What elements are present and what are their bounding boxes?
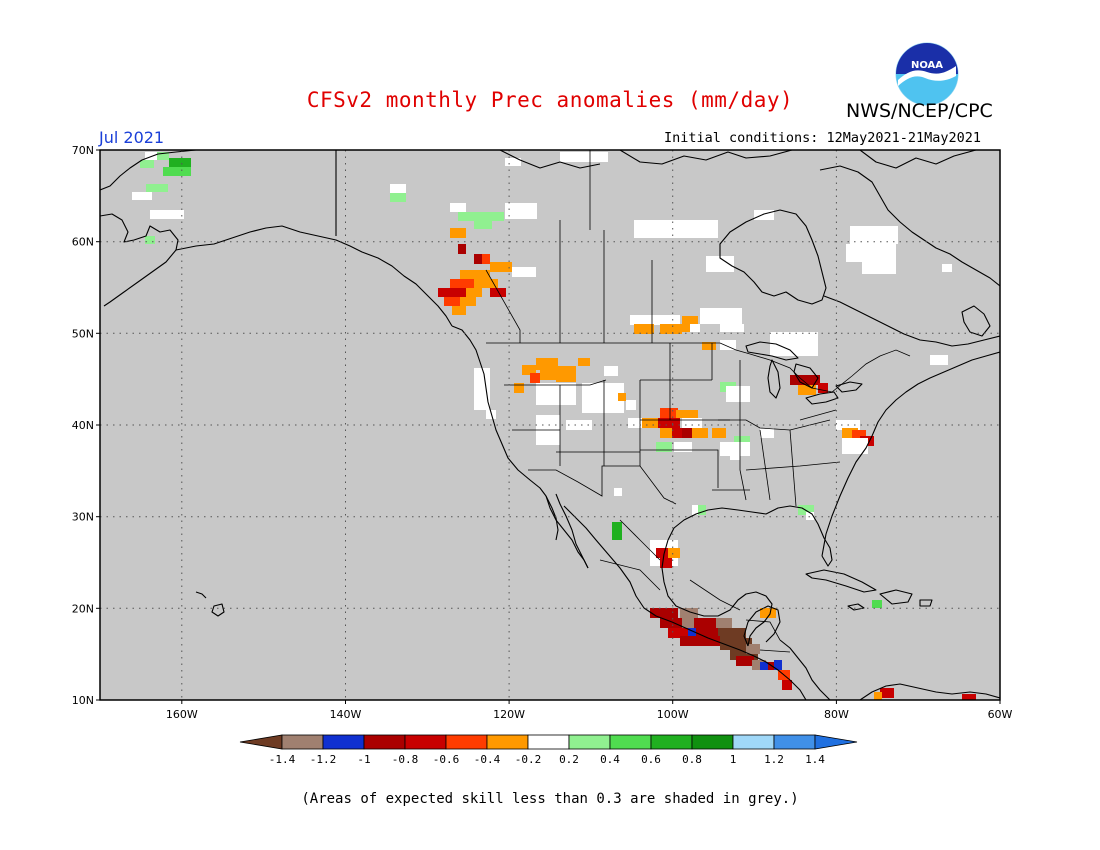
colorbar: -1.4 -1.2 -1 -0.8 -0.6 -0.4 -0.2 0.2 0.4 0.6 0.8 1 1…	[239, 734, 858, 766]
chart-title-text: CFSv2 monthly Prec anomalies (mm/day)	[306, 88, 794, 112]
colorbar-swatch	[486, 734, 529, 750]
lat-label: 40N	[72, 419, 94, 432]
political-boundaries	[485, 150, 911, 653]
colorbar-swatch	[363, 734, 406, 750]
forecast-month: Jul 2021	[99, 128, 165, 147]
colorbar-swatch	[732, 734, 775, 750]
chart-title: CFSv2 monthly Prec anomalies (mm/day)	[0, 88, 1100, 112]
lat-label: 60N	[72, 236, 94, 249]
colorbar-tick-label: -0.8	[392, 753, 419, 766]
lat-label: 20N	[72, 602, 94, 615]
colorbar-swatch	[527, 734, 570, 750]
colorbar-tick-label: 1	[730, 753, 737, 766]
lat-lon-grid	[100, 150, 1000, 700]
colorbar-tick-label: -0.2	[515, 753, 542, 766]
colorbar-tick-label: 0.8	[682, 753, 702, 766]
colorbar-swatch	[281, 734, 324, 750]
coastlines	[100, 150, 1000, 700]
colorbar-arrow-left	[239, 734, 283, 750]
logo-text: NOAA	[911, 60, 943, 71]
lat-label: 10N	[72, 694, 94, 707]
colorbar-swatch	[650, 734, 693, 750]
lon-label: 140W	[330, 708, 362, 721]
colorbar-tick-label: 1.2	[764, 753, 784, 766]
colorbar-tick-label: 0.4	[600, 753, 620, 766]
colorbar-tick-label: 0.2	[559, 753, 579, 766]
lon-label: 160W	[166, 708, 198, 721]
colorbar-tick-label: 0.6	[641, 753, 661, 766]
agency-label: NWS/NCEP/CPC	[846, 100, 993, 122]
colorbar-swatch	[404, 734, 447, 750]
colorbar-arrow-right	[814, 734, 858, 750]
colorbar-tick-label: -0.6	[433, 753, 460, 766]
colorbar-tick-label: -1.2	[310, 753, 337, 766]
colorbar-swatch	[691, 734, 734, 750]
lon-label: 100W	[657, 708, 689, 721]
lon-label: 80W	[824, 708, 849, 721]
colorbar-tick-label: -1	[357, 753, 370, 766]
colorbar-swatch	[568, 734, 611, 750]
colorbar-swatch	[445, 734, 488, 750]
skill-footnote: (Areas of expected skill less than 0.3 a…	[301, 791, 799, 807]
colorbar-tick-label: -1.4	[269, 753, 296, 766]
initial-conditions: Initial conditions: 12May2021-21May2021	[664, 130, 981, 146]
lat-label: 70N	[72, 144, 94, 157]
lon-label: 60W	[988, 708, 1013, 721]
colorbar-swatch	[322, 734, 365, 750]
lon-label: 120W	[493, 708, 525, 721]
lat-label: 30N	[72, 511, 94, 524]
lat-label: 50N	[72, 327, 94, 340]
colorbar-tick-label: 1.4	[805, 753, 825, 766]
anomaly-cells	[132, 152, 976, 700]
colorbar-tick-label: -0.4	[474, 753, 501, 766]
colorbar-swatch	[773, 734, 816, 750]
noaa-logo: NOAA	[895, 42, 959, 106]
colorbar-swatch	[609, 734, 652, 750]
